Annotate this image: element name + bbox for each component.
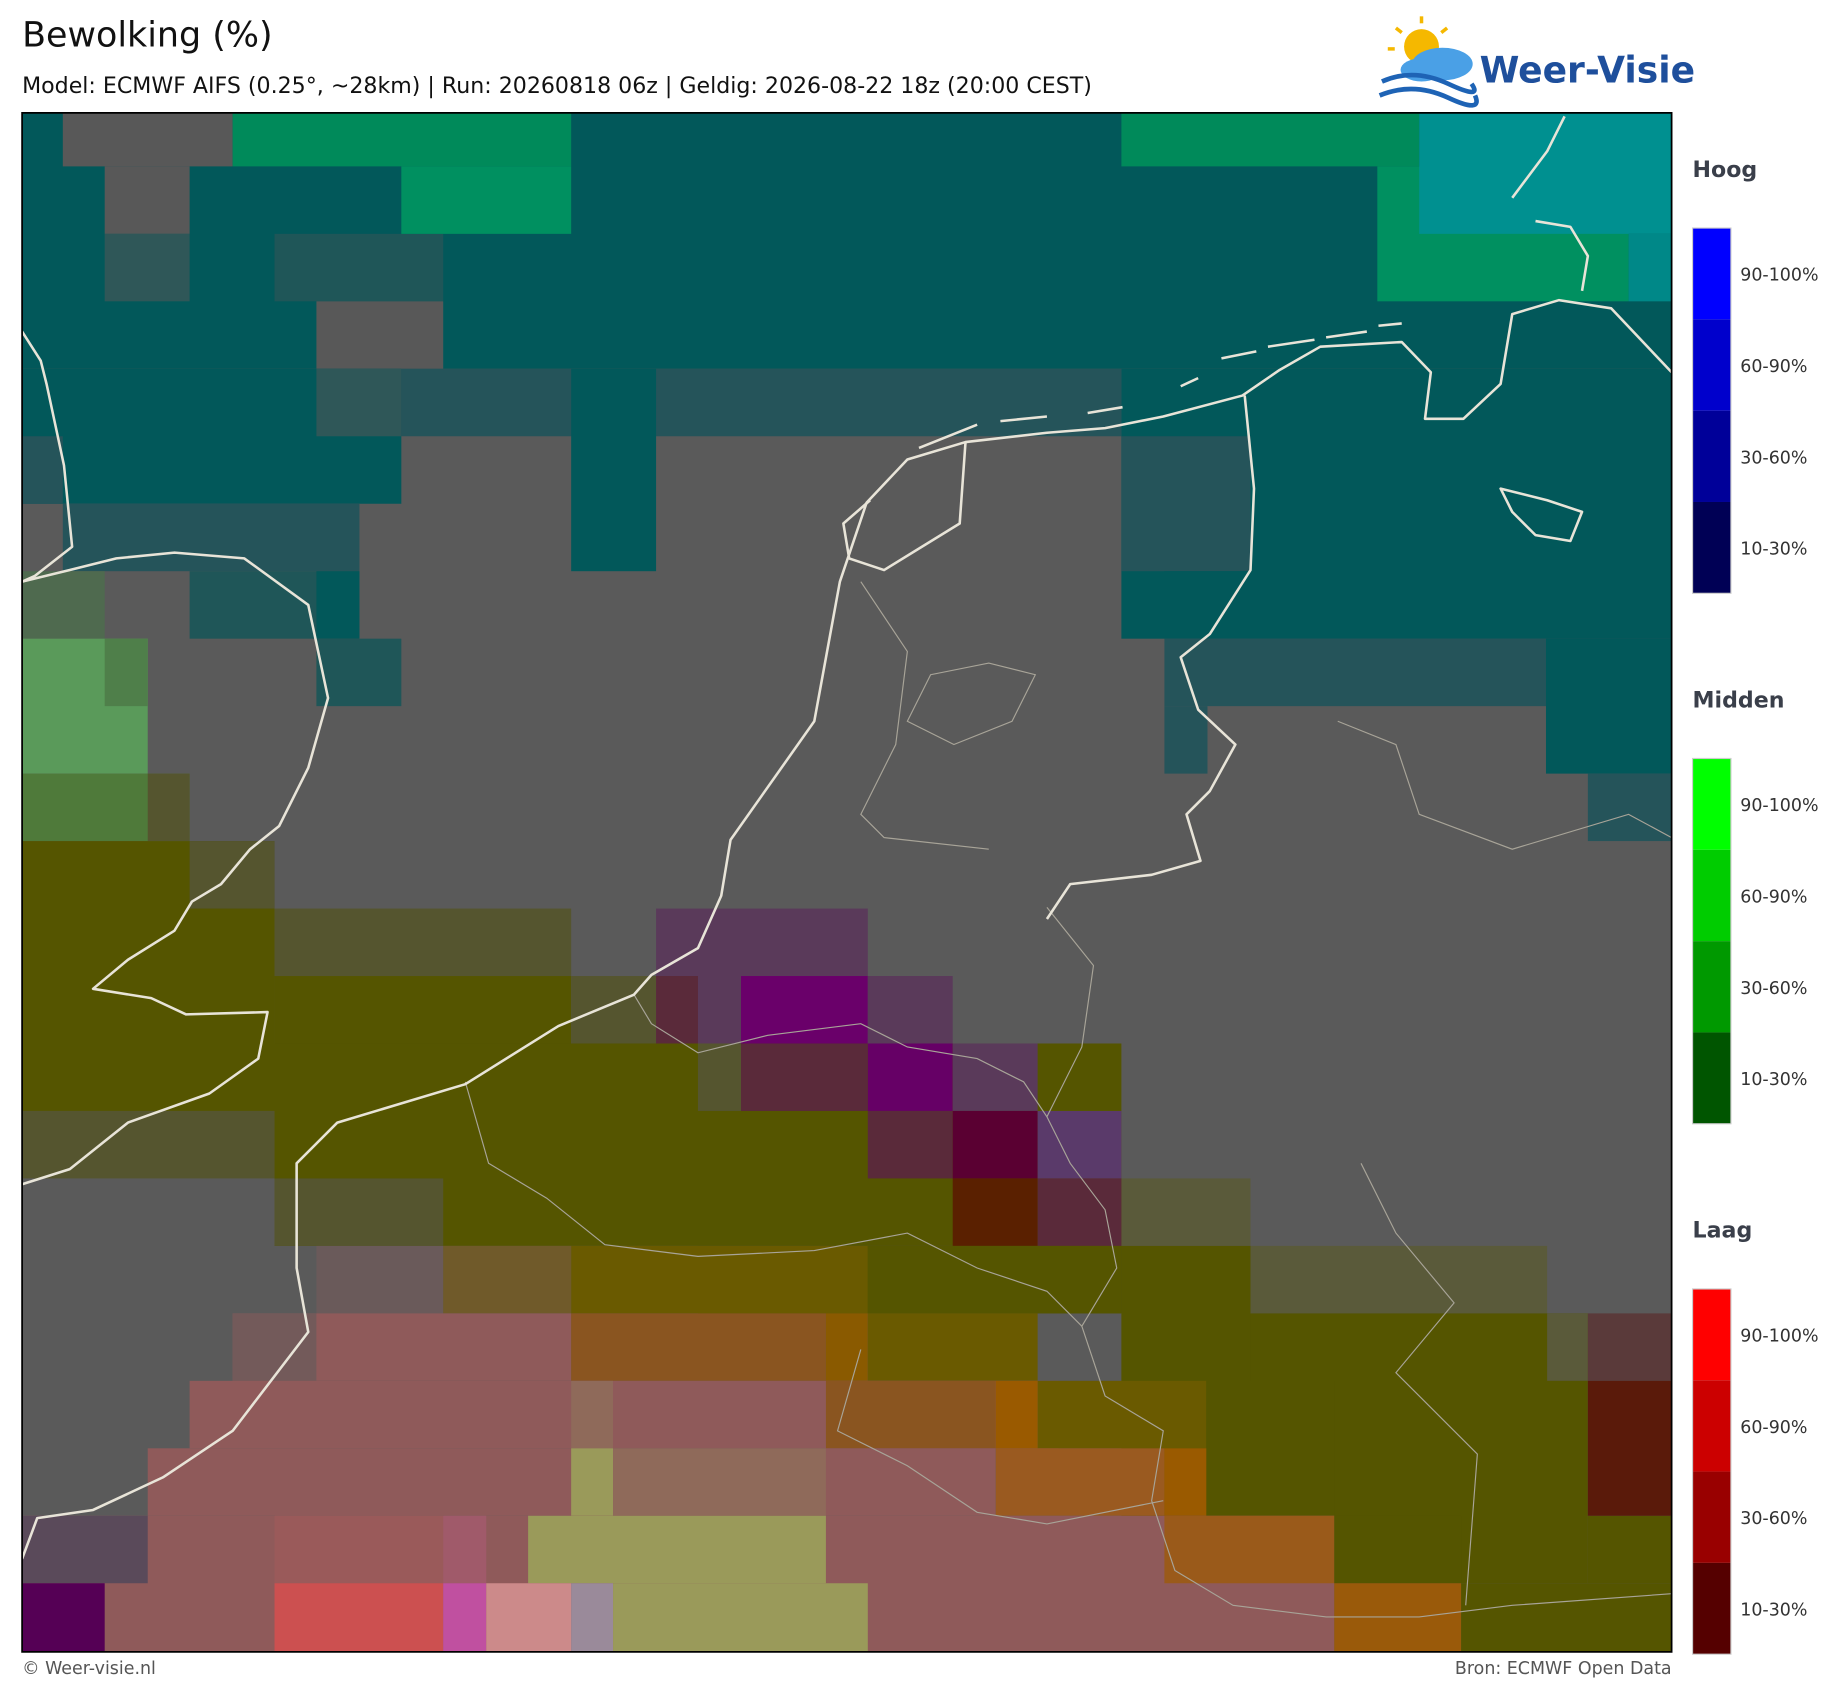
logo-text: Weer-Visie [1480, 50, 1695, 92]
legend-label: 10-30% [1740, 1070, 1807, 1090]
legend-swatch [1692, 1380, 1731, 1472]
legend-label: 30-60% [1740, 979, 1807, 999]
footer-right: Bron: ECMWF Open Data [1455, 1659, 1672, 1679]
legend-label: 60-90% [1740, 1418, 1807, 1438]
legend-label: 10-30% [1740, 540, 1807, 560]
legend-swatch [1692, 501, 1731, 594]
legend-label: 90-100% [1740, 796, 1818, 816]
legend-title: Hoog [1693, 157, 1758, 183]
subtitle: Model: ECMWF AIFS (0.25°, ~28km) | Run: … [22, 73, 1092, 99]
title: Bewolking (%) [22, 16, 273, 56]
legend-swatch [1692, 941, 1731, 1033]
legend-label: 30-60% [1740, 448, 1807, 468]
legend-swatch [1692, 1471, 1731, 1563]
legend-label: 30-60% [1740, 1509, 1807, 1529]
legend-frame [1691, 1288, 1732, 1655]
map [20, 112, 1673, 1653]
legend-swatch [1692, 228, 1731, 320]
legend-title: Laag [1693, 1218, 1753, 1244]
legend-swatch [1692, 1288, 1731, 1381]
legend-swatch [1692, 319, 1731, 411]
legend-label: 90-100% [1740, 266, 1818, 286]
legend-title: Midden [1693, 687, 1785, 713]
legend-swatch [1692, 410, 1731, 502]
legend-label: 90-100% [1740, 1327, 1818, 1347]
footer-left: © Weer-visie.nl [22, 1659, 156, 1679]
legend-swatch [1692, 1032, 1731, 1124]
logo: Weer-Visie [1378, 16, 1695, 108]
legend-label: 60-90% [1740, 357, 1807, 377]
legend-label: 10-30% [1740, 1601, 1807, 1621]
legend-label: 60-90% [1740, 887, 1807, 907]
legend-frame [1691, 227, 1732, 594]
legend-frame [1691, 757, 1732, 1125]
legend-swatch [1692, 758, 1731, 850]
legend: Hoog 90-100% 60-90% 30-60% 10-30% Midden 90-10… [1691, 157, 1819, 1655]
legend-swatch [1692, 1562, 1731, 1655]
legend-swatch [1692, 849, 1731, 942]
